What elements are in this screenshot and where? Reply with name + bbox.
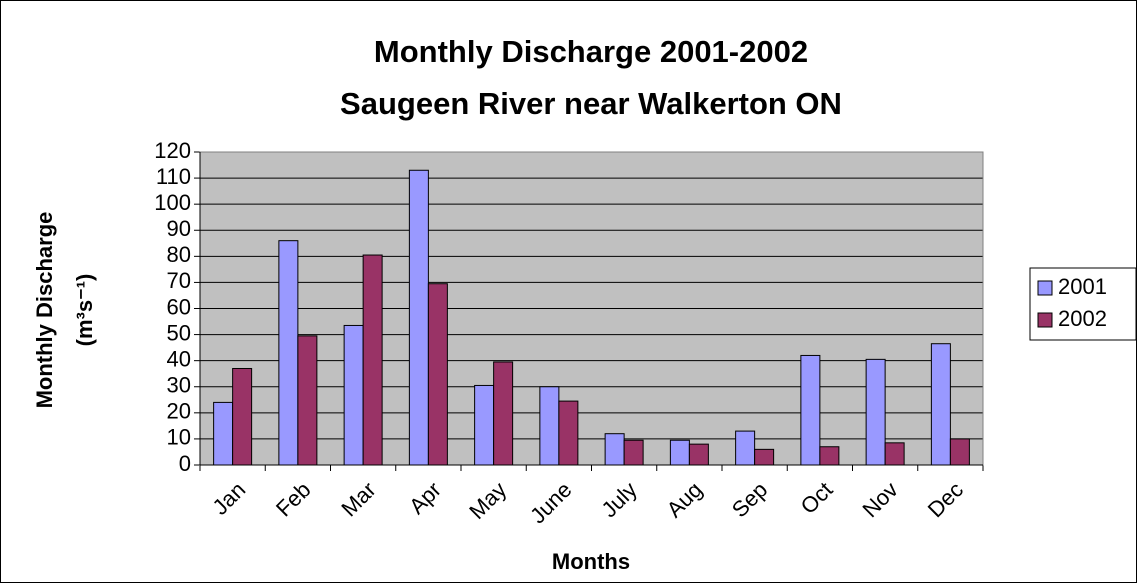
bar xyxy=(754,448,775,466)
y-tick-label: 0 xyxy=(179,451,191,476)
bar xyxy=(278,240,299,466)
y-axis-title-line: (m³s⁻¹) xyxy=(72,274,97,347)
legend-swatch xyxy=(1037,280,1053,296)
bar xyxy=(427,283,448,466)
bar xyxy=(474,384,495,466)
y-tick-label: 90 xyxy=(167,216,191,241)
y-tick-label: 20 xyxy=(167,399,191,424)
y-tick-label: 50 xyxy=(167,320,191,345)
y-tick-label: 120 xyxy=(154,138,191,163)
bar xyxy=(493,361,514,466)
bar xyxy=(539,386,560,466)
chart-title: Monthly Discharge 2001-2002 xyxy=(374,34,808,69)
bar xyxy=(558,400,579,466)
bar xyxy=(688,443,709,466)
legend-box xyxy=(1029,267,1137,341)
bar xyxy=(930,343,951,466)
legend-swatch xyxy=(1037,312,1053,328)
bar xyxy=(362,254,383,466)
y-tick-label: 40 xyxy=(167,346,191,371)
y-tick-label: 30 xyxy=(167,373,191,398)
bar xyxy=(232,367,253,466)
chart-title: Saugeen River near Walkerton ON xyxy=(340,86,842,121)
legend-label: 2002 xyxy=(1058,306,1107,331)
y-tick-label: 80 xyxy=(167,242,191,267)
y-axis-title: Monthly Discharge (m³s⁻¹) xyxy=(32,212,97,409)
y-tick-label: 100 xyxy=(154,190,191,215)
bar xyxy=(949,438,970,466)
bar xyxy=(735,430,756,466)
bar xyxy=(408,169,429,466)
bar xyxy=(213,401,234,466)
bar xyxy=(343,324,364,466)
bar xyxy=(297,335,318,466)
bar xyxy=(623,439,644,466)
y-axis-title-line: Monthly Discharge xyxy=(32,212,57,409)
bar xyxy=(800,354,821,466)
bar xyxy=(669,439,690,466)
bar xyxy=(604,433,625,466)
y-tick-label: 110 xyxy=(156,164,191,189)
legend-label: 2001 xyxy=(1058,274,1107,299)
x-axis-title: Months xyxy=(552,549,630,574)
bar xyxy=(865,358,886,466)
y-tick-label: 60 xyxy=(167,294,191,319)
bar xyxy=(819,446,840,466)
y-tick-label: 70 xyxy=(167,268,191,293)
bar xyxy=(884,442,905,466)
y-tick-label: 10 xyxy=(167,425,191,450)
